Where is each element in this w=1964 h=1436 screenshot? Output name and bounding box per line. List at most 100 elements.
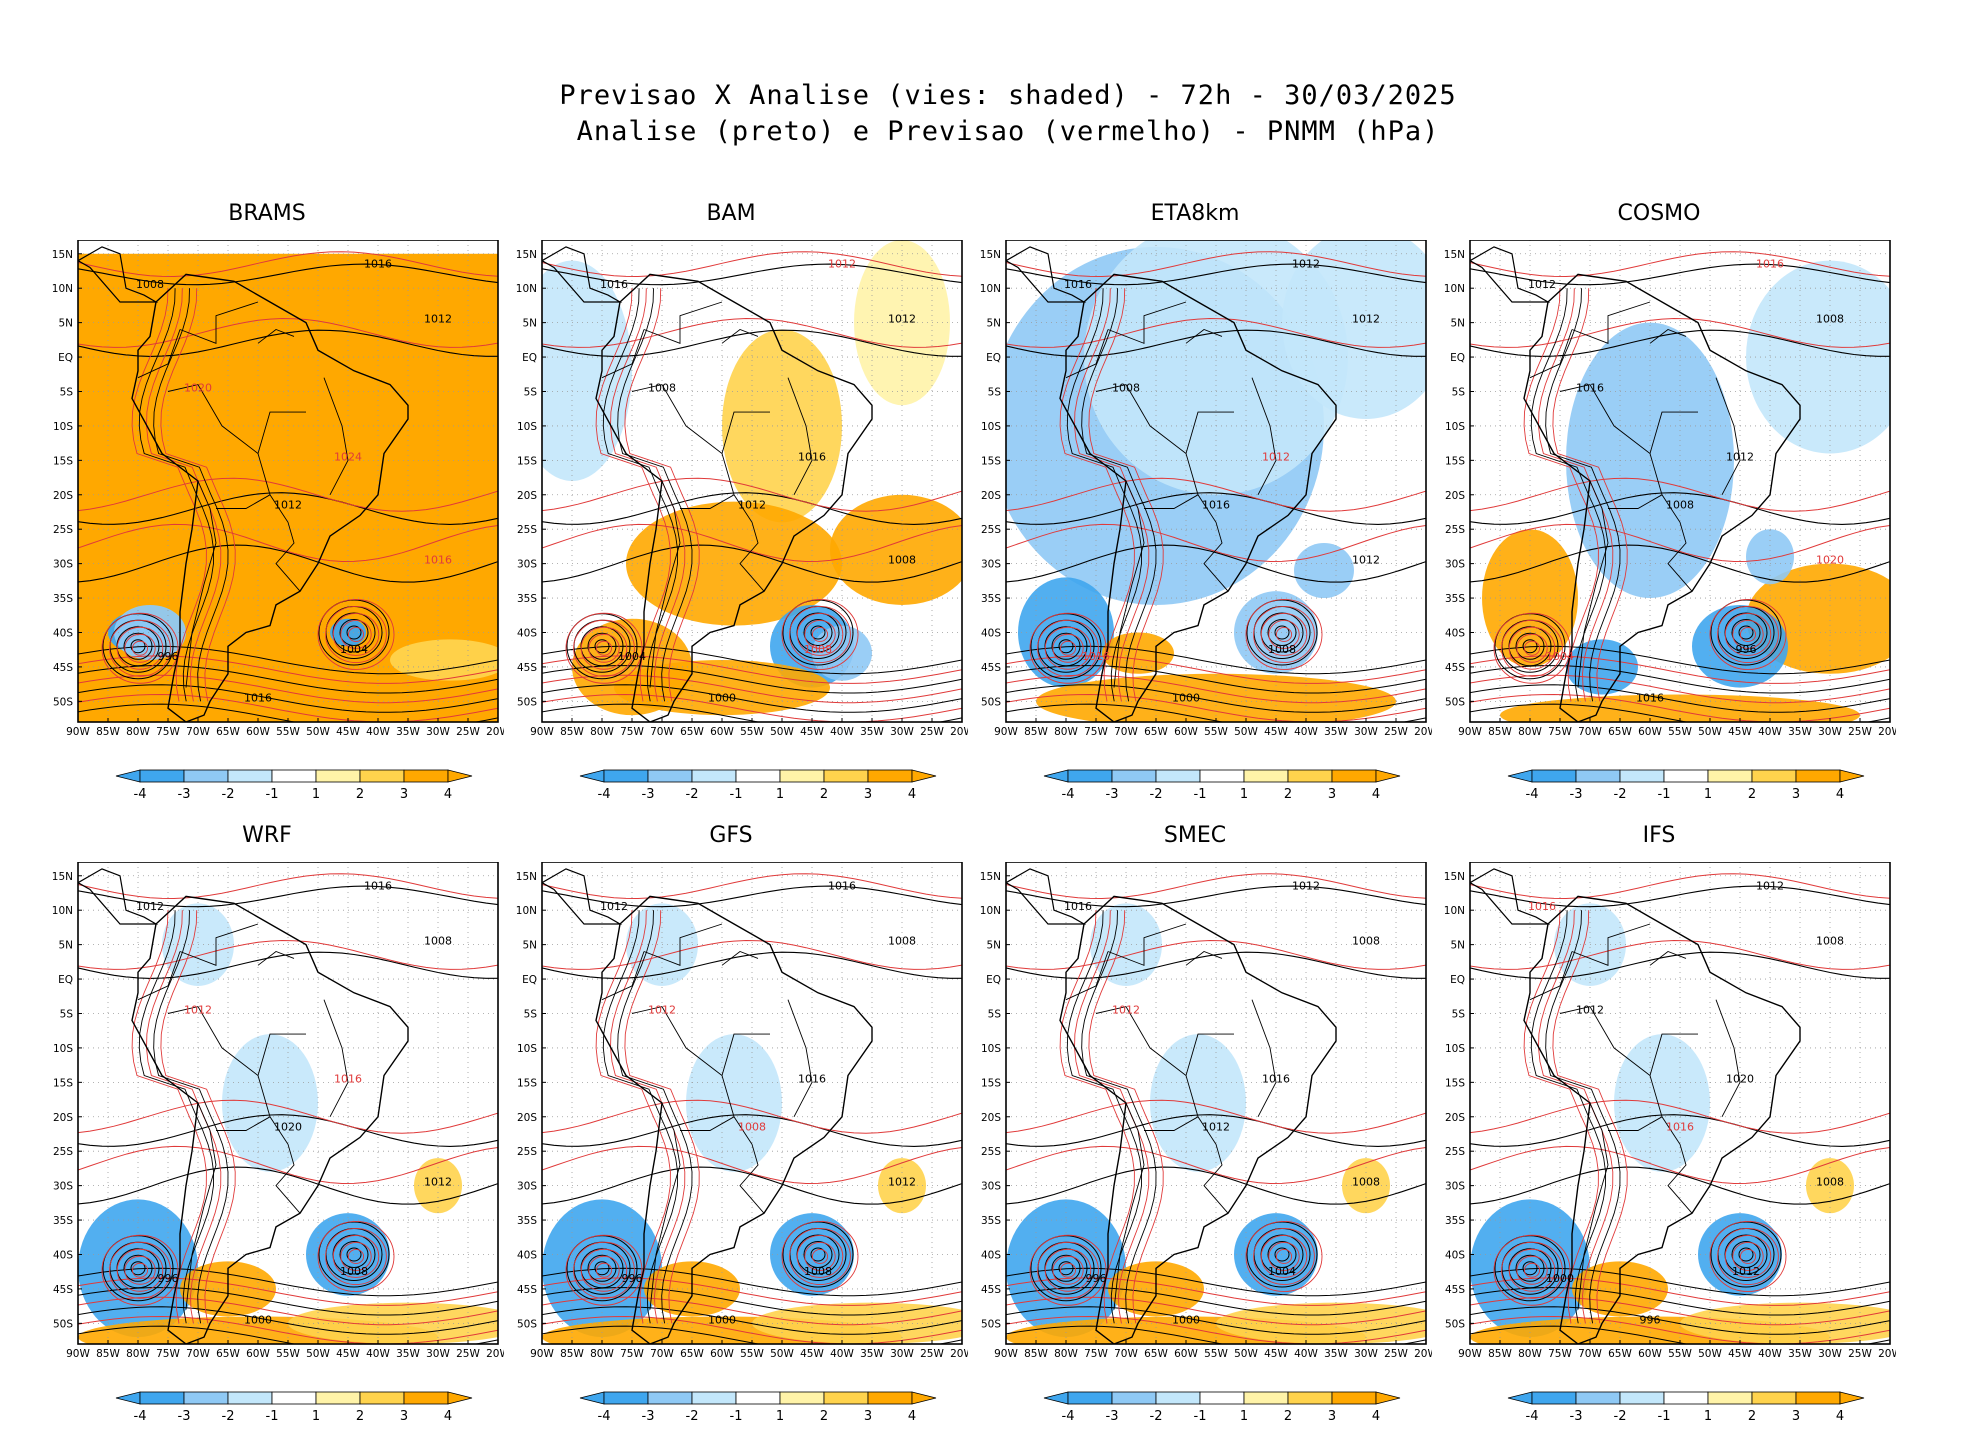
lon-tick-label: 60W — [710, 1348, 734, 1360]
isobar-label: 1008 — [340, 1265, 368, 1278]
country-border — [1095, 384, 1229, 592]
lon-tick-label: 45W — [1264, 1348, 1288, 1360]
lon-tick-label: 30W — [426, 1348, 450, 1360]
colorbar-segment — [1707, 769, 1753, 783]
analysis-low-ring — [1731, 618, 1761, 646]
isobar-label: 1012 — [888, 313, 916, 326]
colorbar-segment — [735, 769, 781, 783]
lon-tick-label: 65W — [680, 726, 704, 738]
andes-isobar — [595, 288, 671, 702]
bias-blob — [1282, 240, 1426, 419]
analysis-low-ring — [1051, 632, 1081, 660]
colorbar-tick-label: -3 — [1106, 787, 1119, 802]
lon-tick-label: 65W — [1608, 726, 1632, 738]
lat-tick-label: 15N — [52, 871, 73, 883]
colorbar-tick-label: 3 — [1328, 1409, 1336, 1424]
colorbar-tick-label: -3 — [1106, 1409, 1119, 1424]
analysis-low-ring — [1738, 1247, 1754, 1262]
lon-tick-label: 35W — [1788, 726, 1812, 738]
lat-tick-label: 50S — [1445, 696, 1465, 708]
analysis-isobar — [78, 492, 498, 525]
forecast-isobar — [542, 1145, 962, 1185]
lon-tick-label: 90W — [1458, 726, 1482, 738]
lat-tick-label: 35S — [53, 1215, 73, 1227]
country-border — [721, 411, 770, 454]
isobar-label: 1012 — [1292, 258, 1320, 271]
analysis-low-ring — [1738, 625, 1754, 640]
analysis-low-ring — [123, 1254, 153, 1282]
lat-tick-label: 10S — [53, 1043, 73, 1055]
forecast-isobar — [78, 1145, 498, 1185]
colorbar-arrow-left — [1043, 769, 1069, 783]
andes-isobar — [617, 910, 693, 1324]
panel-title: COSMO — [1617, 201, 1701, 226]
analysis-isobar — [1006, 544, 1426, 583]
colorbar-segment — [139, 769, 185, 783]
colorbar-segment — [1751, 1391, 1797, 1405]
lat-tick-label: 5S — [988, 386, 1002, 398]
lat-tick-label: 40S — [53, 627, 73, 639]
lon-tick-label: 20W — [950, 1348, 968, 1360]
colorbar-arrow-right — [1375, 1391, 1401, 1405]
colorbar-arrow-right — [1375, 769, 1401, 783]
analysis-isobar — [78, 684, 498, 713]
isobar-label: 1016 — [798, 1072, 826, 1085]
analysis-low-ring — [587, 632, 617, 660]
country-border — [1185, 950, 1223, 966]
colorbar-segment — [867, 1391, 913, 1405]
forecast-low-ring — [340, 1242, 372, 1271]
lon-tick-label: 65W — [216, 1348, 240, 1360]
lon-tick-label: 40W — [830, 726, 854, 738]
colorbar-tick-label: 4 — [444, 787, 452, 802]
andes-isobar — [1552, 288, 1628, 702]
lat-tick-label: 5N — [58, 318, 73, 330]
map-gfs: 1016 1012 1008 1012 1016 1008 1012 1008 996 1000 1… — [516, 862, 968, 1360]
lat-tick-label: 20S — [981, 490, 1001, 502]
lon-tick-label: 75W — [1548, 726, 1572, 738]
isobar-label: 1012 — [888, 1176, 916, 1189]
country-border — [1559, 384, 1693, 592]
analysis-low-ring — [1731, 1240, 1761, 1268]
lon-tick-label: 85W — [1488, 726, 1512, 738]
isobar-label: 1012 — [648, 1003, 676, 1016]
isobar-label: 1008 — [1268, 643, 1296, 656]
forecast-isobar — [1470, 1277, 1890, 1306]
isobar-label: 1008 — [136, 278, 164, 291]
isobar-label: 1012 — [738, 499, 766, 512]
lat-tick-label: 20S — [517, 490, 537, 502]
isobar-label: 1020 — [184, 381, 212, 394]
forecast-isobar — [78, 1315, 498, 1344]
central-america-coastline — [542, 246, 623, 303]
bias-blob — [1294, 542, 1354, 599]
lon-tick-label: 40W — [1758, 1348, 1782, 1360]
lat-tick-label: 5S — [1452, 1008, 1466, 1020]
isobar-label: 1012 — [828, 258, 856, 271]
colorbar-segment — [315, 1391, 361, 1405]
lat-tick-label: 10S — [981, 1043, 1001, 1055]
andes-isobar — [153, 910, 229, 1324]
lon-tick-label: 50W — [1234, 726, 1258, 738]
colorbar-tick-label: -2 — [1614, 1409, 1627, 1424]
lat-tick-label: EQ — [58, 352, 73, 364]
andes-isobar — [160, 288, 236, 702]
colorbar-segment — [139, 1391, 185, 1405]
lon-tick-label: 20W — [486, 726, 504, 738]
title-line-1: Previsao X Analise (vies: shaded) - 72h … — [559, 80, 1457, 111]
andes-isobar — [1081, 288, 1157, 702]
forecast-isobar — [542, 317, 962, 348]
isobar-label: 996 — [158, 650, 179, 663]
lat-tick-label: 15S — [981, 455, 1001, 467]
lat-tick-label: EQ — [1450, 974, 1465, 986]
lat-tick-label: 25S — [517, 1146, 537, 1158]
analysis-low-ring — [1522, 1261, 1538, 1276]
lat-tick-label: 10S — [517, 1043, 537, 1055]
central-america-coastline — [1470, 868, 1551, 925]
country-border — [631, 384, 765, 592]
lat-tick-label: 5S — [1452, 386, 1466, 398]
isobar-label: 1012 — [1528, 278, 1556, 291]
isobar-label: 1016 — [798, 450, 826, 463]
lon-tick-label: 30W — [1818, 726, 1842, 738]
lon-tick-label: 45W — [800, 726, 824, 738]
analysis-low-ring — [1030, 613, 1102, 680]
analysis-isobar — [1470, 1306, 1890, 1335]
